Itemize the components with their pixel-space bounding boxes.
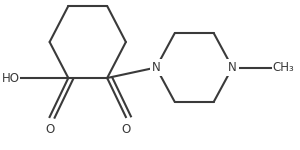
Text: N: N bbox=[152, 61, 161, 74]
Text: O: O bbox=[45, 123, 54, 136]
Text: N: N bbox=[228, 61, 237, 74]
Text: CH₃: CH₃ bbox=[273, 61, 294, 74]
Text: HO: HO bbox=[2, 72, 20, 84]
Text: O: O bbox=[121, 123, 130, 136]
